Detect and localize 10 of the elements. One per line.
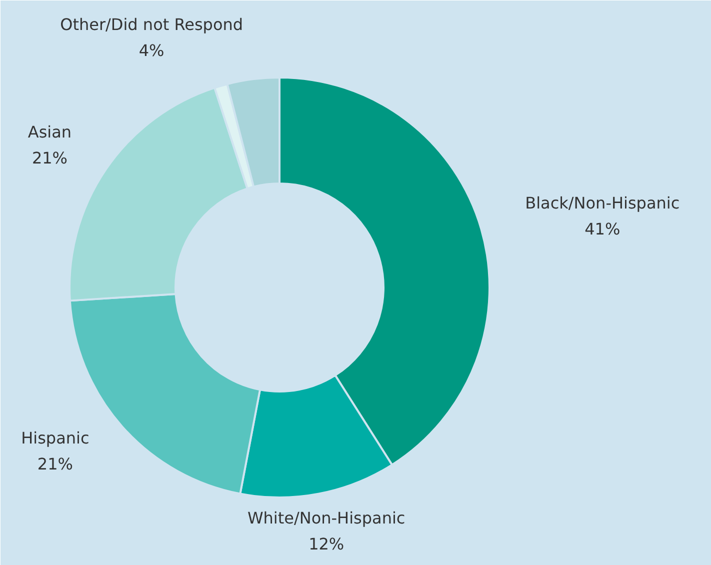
data-label: 41%: [584, 219, 620, 238]
data-label: 21%: [32, 148, 68, 168]
slice-label: Other/Did not Respond: [60, 14, 244, 34]
data-label: 12%: [308, 534, 344, 554]
slice-label: Black/Non-Hispanic: [525, 193, 680, 212]
data-label: 4%: [138, 40, 164, 60]
slice-label: Hispanic: [21, 428, 90, 448]
data-label: 21%: [37, 454, 73, 474]
slice-label: Asian: [28, 122, 72, 142]
slice-label: White/Non-Hispanic: [247, 508, 406, 528]
